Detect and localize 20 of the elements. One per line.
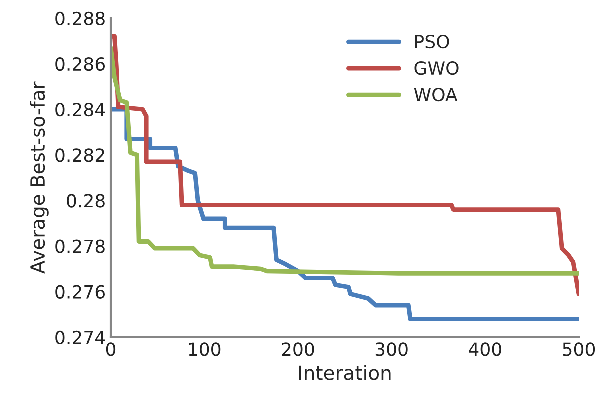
y-axis-title: Average Best-so-far	[30, 82, 49, 274]
x-tick-label: 0	[106, 342, 116, 356]
x-tick-label: 500	[563, 342, 596, 356]
x-tick-label: 400	[469, 342, 502, 356]
y-tick-label: 0.282	[56, 148, 104, 162]
x-axis-title: Interation	[300, 365, 391, 380]
y-tick-label: 0.278	[56, 240, 105, 254]
y-tick-label: 0.276	[56, 285, 105, 299]
legend-label: WOA	[414, 88, 458, 102]
x-tick-label: 300	[376, 342, 408, 356]
legend-label: PSO	[416, 34, 450, 49]
y-tick-label: 0.286	[56, 57, 105, 72]
y-tick-label: 0.284	[56, 103, 106, 117]
x-tick-label: 100	[189, 342, 221, 356]
x-tick-label: 200	[282, 342, 314, 356]
y-tick-label: 0.28	[67, 194, 105, 208]
y-tick-label: 0.288	[56, 12, 105, 26]
y-tick-label: 0.274	[56, 330, 106, 345]
legend-label: GWO	[414, 61, 459, 76]
line-series	[111, 107, 579, 322]
